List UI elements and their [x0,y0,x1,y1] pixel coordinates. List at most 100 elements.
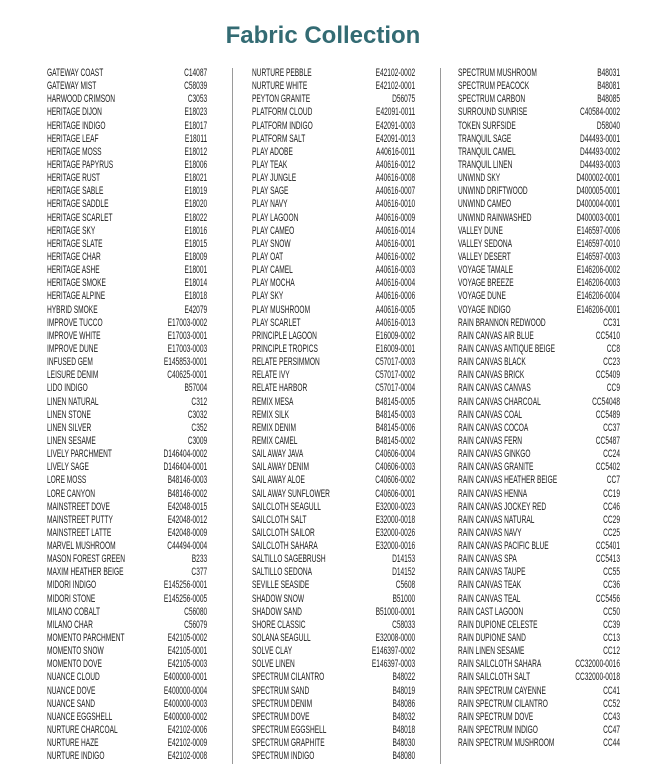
fabric-name: VALLEY SEDONA [458,237,513,250]
fabric-code: C40606-0002 [375,474,416,487]
fabric-row: RAIN CANVAS NATURAL CC29 [458,514,620,527]
fabric-row: NURTURE INDIGO E42102-0008 [47,750,207,763]
fabric-code: CC5489 [595,408,620,421]
fabric-row: MOMENTO SNOW E42105-0001 [47,645,207,658]
fabric-code: C57017-0002 [375,369,416,382]
fabric-name: TRANQUIL LINEN [458,158,513,171]
fabric-name: VOYAGE BREEZE [458,277,514,290]
fabric-row: HERITAGE MOSS E18012 [47,146,207,159]
fabric-name: RAIN CANVAS BRICK [458,369,525,382]
fabric-row: PLAY JUNGLE A40616-0008 [252,172,415,185]
fabric-name: HERITAGE ASHE [47,264,100,277]
fabric-column-3: SPECTRUM MUSHROOM B48031 SPECTRUM PEACOCK B… [458,67,620,750]
fabric-name: RAIN CANVAS COCOA [458,421,529,434]
fabric-row: RAIN LINEN SESAME CC12 [458,645,620,658]
fabric-code: E18023 [184,106,208,119]
fabric-code: C40625-0001 [167,369,208,382]
fabric-row: LINEN STONE C3032 [47,409,207,422]
fabric-row: LEISURE DENIM C40625-0001 [47,369,207,382]
fabric-row: LORE CANYON B48146-0002 [47,488,207,501]
fabric-name: HERITAGE SCARLET [47,211,113,224]
fabric-row: MIDORI STONE E145256-0005 [47,593,207,606]
fabric-row: HERITAGE SKY E18016 [47,225,207,238]
fabric-row: HERITAGE SADDLE E18020 [47,198,207,211]
fabric-name: VALLEY DUNE [458,224,503,237]
fabric-name: REMIX SILK [252,408,290,421]
fabric-row: RAIN SPECTRUM MUSHROOM CC44 [458,737,620,750]
fabric-row: VOYAGE DUNE E146206-0004 [458,290,620,303]
fabric-row: RAIN CAST LAGOON CC50 [458,606,620,619]
fabric-code: E16009-0001 [375,342,416,355]
fabric-name: SPECTRUM SAND [252,684,310,697]
fabric-code: CC44 [603,737,620,750]
fabric-code: C352 [191,421,208,434]
fabric-code: CC54048 [592,395,620,408]
fabric-name: RAIN CANVAS CHARCOAL [458,395,541,408]
fabric-code: CC32000-0018 [575,671,620,684]
fabric-name: NURTURE HAZE [47,737,99,750]
fabric-row: RAIN CANVAS COAL CC5489 [458,409,620,422]
fabric-row: SPECTRUM GRAPHITE B48030 [252,737,415,750]
fabric-row: MIDORI INDIGO E145256-0001 [47,579,207,592]
fabric-code: E32000-0023 [375,500,416,513]
fabric-name: RAIN CANVAS AIR BLUE [458,329,534,342]
fabric-row: MOMENTO PARCHMENT E42105-0002 [47,632,207,645]
fabric-name: SALTILLO SAGEBRUSH [252,553,326,566]
fabric-code: E400000-0001 [163,671,208,684]
fabric-code: D400004-0001 [576,198,620,211]
fabric-name: RELATE IVY [252,369,290,382]
fabric-name: PLAY NAVY [252,198,288,211]
fabric-row: PLAY ADOBE A40616-0011 [252,146,415,159]
fabric-row: NUANCE DOVE E400000-0004 [47,685,207,698]
fabric-name: HARWOOD CRIMSON [47,93,116,106]
fabric-row: RAIN SAILCLOTH SALT CC32000-0018 [458,671,620,684]
fabric-row: SPECTRUM MUSHROOM B48031 [458,67,620,80]
fabric-row: RAIN CANVAS GINKGO CC24 [458,448,620,461]
fabric-row: MAINSTREET LATTE E42048-0009 [47,527,207,540]
fabric-code: B48145-0003 [375,408,416,421]
fabric-row: HERITAGE SCARLET E18022 [47,212,207,225]
fabric-code: A40616-0010 [375,198,416,211]
fabric-name: PLATFORM CLOUD [252,106,313,119]
fabric-row: PLAY TEAK A40616-0012 [252,159,415,172]
fabric-row: RAIN CANVAS GRANITE CC5402 [458,461,620,474]
fabric-code: B48080 [392,750,416,763]
fabric-code: B48081 [597,80,620,93]
fabric-name: SAILCLOTH SEAGULL [252,500,321,513]
fabric-name: HERITAGE DIJON [47,106,102,119]
fabric-name: PLAY CAMEL [252,264,293,277]
fabric-code: D58040 [596,119,620,132]
fabric-row: SPECTRUM EGGSHELL B48018 [252,724,415,737]
fabric-name: RAIN DUPIONE SAND [458,632,526,645]
fabric-code: E17003-0002 [167,316,208,329]
fabric-row: PLAY SCARLET A40616-0013 [252,317,415,330]
fabric-row: RAIN SPECTRUM DOVE CC43 [458,711,620,724]
fabric-code: E18009 [184,250,208,263]
fabric-row: UNWIND SKY D400002-0001 [458,172,620,185]
fabric-name: SAILCLOTH SAHARA [252,540,318,553]
fabric-name: VOYAGE DUNE [458,290,506,303]
fabric-code: CC23 [603,356,620,369]
fabric-code: B48146-0003 [167,474,208,487]
fabric-name: PRINCIPLE TROPICS [252,342,318,355]
fabric-row: SURROUND SUNRISE C40584-0002 [458,106,620,119]
fabric-name: PEYTON GRANITE [252,93,311,106]
fabric-code: C40606-0004 [375,448,416,461]
fabric-code: A40616-0014 [375,224,416,237]
fabric-row: SOLANA SEAGULL E32008-0000 [252,632,415,645]
fabric-name: MOMENTO DOVE [47,658,102,671]
fabric-name: LINEN STONE [47,408,91,421]
fabric-code: C3009 [187,434,208,447]
fabric-name: PLAY LAGOON [252,211,299,224]
fabric-name: RAIN SPECTRUM CILANTRO [458,697,548,710]
fabric-code: C58039 [184,80,208,93]
fabric-code: D44493-0001 [579,132,620,145]
fabric-row: SPECTRUM CILANTRO B48022 [252,671,415,684]
fabric-name: RAIN DUPIONE CELESTE [458,618,538,631]
fabric-row: NUANCE CLOUD E400000-0001 [47,671,207,684]
fabric-row: VALLEY DESERT E146597-0003 [458,251,620,264]
fabric-row: HERITAGE DIJON E18023 [47,106,207,119]
fabric-row: IMPROVE DUNE E17003-0003 [47,343,207,356]
fabric-row: RAIN CANVAS JOCKEY RED CC46 [458,501,620,514]
fabric-code: C57017-0003 [375,356,416,369]
